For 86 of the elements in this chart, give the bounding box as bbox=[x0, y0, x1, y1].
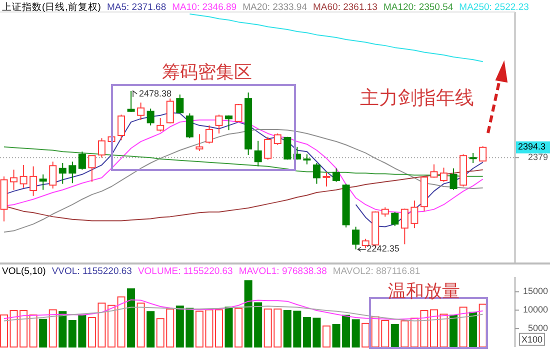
bar bbox=[400, 320, 409, 348]
annotation: VVOL: 1155220.63 bbox=[52, 266, 132, 277]
bar bbox=[440, 314, 448, 348]
annotation: 2478.38 bbox=[139, 88, 172, 98]
candlestick bbox=[352, 226, 360, 250]
candlestick bbox=[156, 118, 164, 132]
bar bbox=[469, 312, 478, 348]
bar bbox=[39, 318, 48, 348]
candlestick bbox=[381, 206, 389, 218]
bar bbox=[322, 326, 330, 348]
candlestick bbox=[322, 172, 330, 187]
annotation: 主力剑指年线 bbox=[360, 87, 474, 110]
y-tick-label: 15000 bbox=[522, 286, 548, 296]
candlestick bbox=[49, 161, 57, 190]
text: MAVOL1: 976838.38 bbox=[238, 266, 327, 277]
candlestick bbox=[98, 138, 106, 158]
candlestick bbox=[215, 114, 223, 134]
candlestick bbox=[479, 146, 487, 162]
bar bbox=[430, 309, 438, 348]
bar bbox=[48, 309, 57, 348]
candlestick bbox=[410, 200, 418, 229]
bar bbox=[146, 311, 155, 348]
candlestick bbox=[254, 140, 262, 167]
candlestick bbox=[332, 168, 340, 182]
candlestick bbox=[137, 102, 145, 121]
annotation: 温和放量 bbox=[388, 280, 460, 301]
candlestick bbox=[391, 211, 399, 227]
candlestick bbox=[450, 168, 458, 190]
text: MAVOL2: 887116.81 bbox=[332, 266, 420, 277]
bar bbox=[450, 314, 458, 348]
text: MA60: 2361.13 bbox=[313, 2, 378, 13]
text: X100 bbox=[521, 334, 543, 344]
bar bbox=[362, 322, 370, 348]
candlestick bbox=[118, 114, 126, 141]
candlestick bbox=[30, 166, 38, 196]
bar bbox=[117, 296, 126, 348]
candlestick bbox=[400, 208, 408, 245]
candlestick bbox=[264, 136, 272, 160]
bar bbox=[214, 309, 223, 348]
candlestick bbox=[225, 114, 233, 131]
annotation: 筹码密集区 bbox=[162, 62, 252, 82]
bar bbox=[234, 308, 243, 348]
annotation: 2242.35 bbox=[366, 244, 400, 254]
line-series bbox=[4, 299, 484, 320]
y-tick-label: 5000 bbox=[528, 322, 548, 333]
text: MA120: 2350.54 bbox=[383, 2, 454, 13]
candlestick bbox=[469, 152, 477, 164]
bar bbox=[58, 311, 67, 348]
chart-title: VOL(5,10) bbox=[2, 266, 46, 277]
candlestick bbox=[196, 134, 204, 152]
candlestick bbox=[440, 167, 448, 182]
candlestick bbox=[10, 169, 18, 190]
bar bbox=[29, 314, 38, 348]
candlestick bbox=[186, 112, 194, 139]
candlestick bbox=[68, 161, 76, 184]
candlestick bbox=[58, 162, 66, 184]
annotation: VOLUME: 1155220.63 bbox=[138, 266, 233, 277]
text: MA10: 2346.89 bbox=[172, 2, 237, 13]
bar bbox=[224, 306, 233, 348]
candlestick bbox=[176, 94, 184, 114]
y-tick-label: 10000 bbox=[522, 304, 548, 315]
bar bbox=[0, 314, 8, 348]
bar bbox=[136, 302, 145, 348]
candlestick bbox=[146, 108, 154, 126]
text: MA250: 2522.23 bbox=[459, 2, 529, 13]
candlestick bbox=[430, 164, 438, 178]
candlestick bbox=[205, 124, 213, 144]
candlestick bbox=[39, 174, 47, 190]
bar bbox=[390, 324, 399, 348]
line-series bbox=[4, 306, 484, 322]
text: 2394.3 bbox=[518, 142, 546, 152]
candlestick bbox=[312, 162, 320, 184]
bar bbox=[352, 319, 360, 348]
bar bbox=[127, 288, 136, 348]
text: MA20: 2333.94 bbox=[242, 2, 307, 13]
chart-title: 上证指数(日线,前复权) bbox=[2, 1, 101, 13]
bar bbox=[108, 304, 116, 348]
text: MA5: 2371.68 bbox=[106, 2, 166, 13]
candlestick bbox=[166, 98, 174, 124]
candlestick bbox=[303, 154, 311, 165]
candlestick bbox=[20, 164, 28, 188]
ref-line-label: 2379 bbox=[528, 152, 548, 162]
candlestick bbox=[78, 151, 86, 170]
candlestick bbox=[274, 132, 282, 146]
bar bbox=[459, 306, 468, 348]
candlestick bbox=[88, 155, 96, 182]
